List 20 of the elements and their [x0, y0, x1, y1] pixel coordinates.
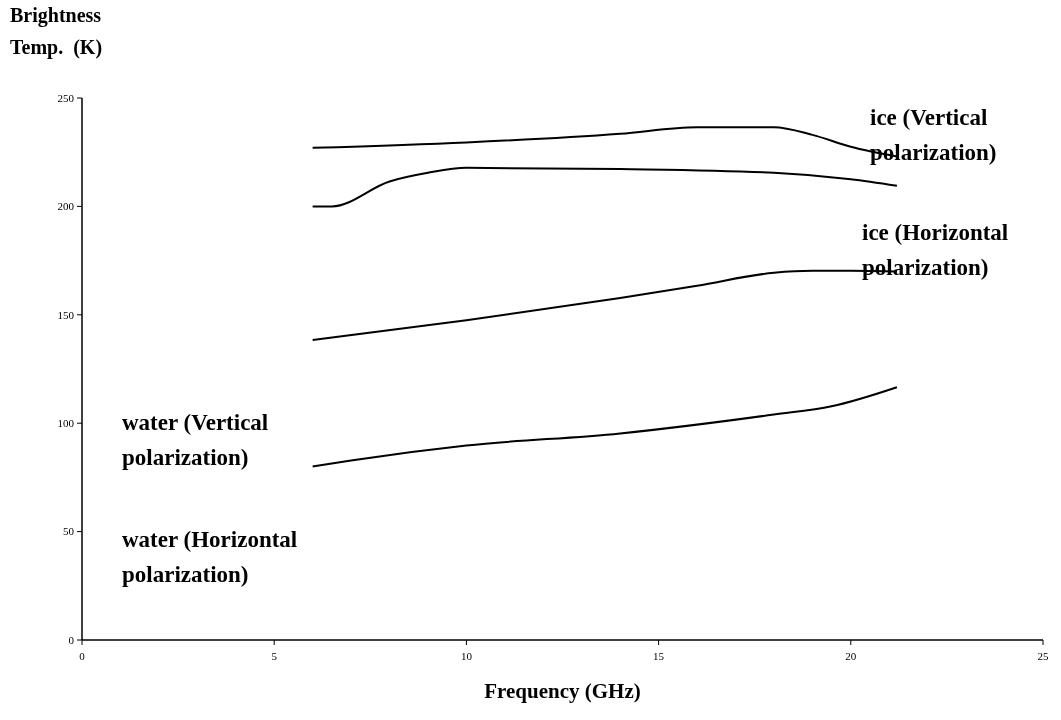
x-tick-label: 15: [653, 650, 665, 662]
annotation: water (Horizontal polarization): [122, 527, 298, 587]
line-series: [311, 166, 898, 208]
y-tick-label: 150: [57, 308, 75, 321]
annotation: ice (Horizontal polarization): [862, 220, 1009, 280]
x-axis-title: Frequency (GHz): [484, 679, 641, 703]
y-tick-label: 100: [57, 417, 75, 430]
x-tick-label: 0: [79, 650, 86, 662]
y-tick-label: 200: [57, 200, 75, 213]
x-tick-label: 5: [271, 650, 278, 662]
y-axis-title: Brightness Temp. (K): [10, 4, 103, 59]
x-tick-label: 20: [845, 650, 857, 662]
annotation: water (Vertical polarization): [122, 410, 269, 470]
x-tick-label: 10: [460, 650, 473, 662]
y-tick-label: 0: [68, 633, 75, 646]
x-tick-label: 25: [1037, 650, 1049, 662]
line-series: [311, 386, 898, 468]
y-tick-label: 250: [57, 91, 75, 104]
y-tick-label: 50: [63, 525, 75, 538]
annotation: ice (Vertical polarization): [870, 105, 997, 165]
